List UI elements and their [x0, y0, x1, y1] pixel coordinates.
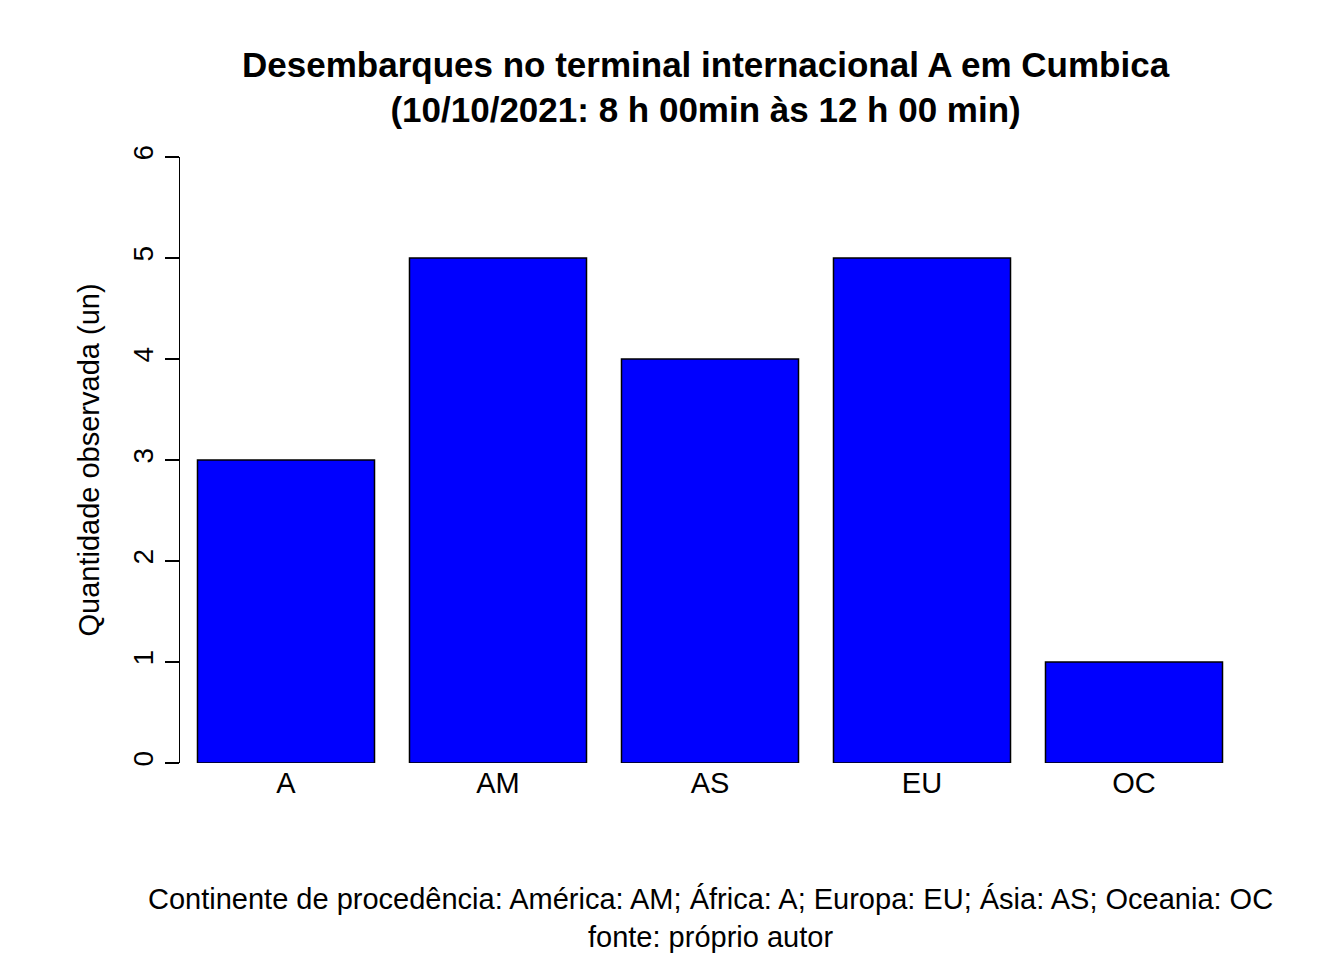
- svg-text:1: 1: [128, 650, 159, 666]
- svg-text:Quantidade observada (un): Quantidade observada (un): [73, 283, 105, 636]
- svg-text:AS: AS: [691, 767, 730, 799]
- svg-text:A: A: [276, 767, 296, 799]
- svg-text:AM: AM: [476, 767, 520, 799]
- svg-text:OC: OC: [1112, 767, 1156, 799]
- svg-text:EU: EU: [902, 767, 942, 799]
- svg-text:3: 3: [128, 448, 159, 464]
- svg-text:Continente de procedência: Amé: Continente de procedência: América: AM; …: [148, 883, 1273, 915]
- svg-text:6: 6: [128, 145, 159, 161]
- svg-text:Desembarques no terminal inter: Desembarques no terminal internacional A…: [242, 45, 1170, 130]
- svg-text:4: 4: [128, 347, 159, 363]
- svg-text:0: 0: [128, 751, 159, 767]
- svg-text:fonte: próprio autor: fonte: próprio autor: [588, 921, 833, 953]
- svg-text:5: 5: [128, 246, 159, 262]
- svg-text:2: 2: [128, 549, 159, 565]
